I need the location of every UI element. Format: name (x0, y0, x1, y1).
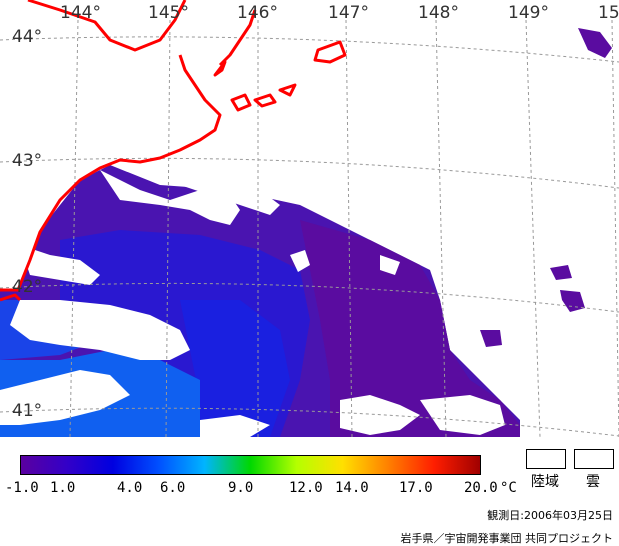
lon-label-149: 149° (508, 3, 549, 23)
lat-label-41: 41° (12, 401, 42, 421)
cloud-legend-swatch (574, 449, 614, 469)
land-legend-label: 陸域 (531, 474, 559, 490)
sea-purple-east (300, 220, 520, 437)
colorbar-tick: 14.0 (335, 480, 369, 496)
colorbar-tick: 4.0 (117, 480, 143, 496)
credit-line: 岩手県／宇宙開発事業団 共同プロジェクト (400, 532, 614, 545)
colorbar-unit: °C (500, 480, 517, 496)
colorbar-tick: 6.0 (160, 480, 186, 496)
lon-label-145: 145° (148, 3, 189, 23)
sst-field (0, 165, 520, 437)
lon-label-148: 148° (418, 3, 459, 23)
cloud-legend-label: 雲 (586, 474, 600, 490)
cloud-cover (0, 170, 505, 437)
land-legend-swatch (526, 449, 566, 469)
lon-label-150: 15 (598, 3, 619, 23)
lat-label-43: 43° (12, 151, 42, 171)
lat-label-42: 42° (12, 277, 42, 297)
colorbar-tick: 1.0 (50, 480, 76, 496)
lon-label-147: 147° (328, 3, 369, 23)
temperature-colorbar (20, 455, 481, 475)
lon-label-144: 144° (60, 3, 101, 23)
sea-blue-center (180, 300, 290, 437)
lat-label-44: 44° (12, 27, 42, 47)
observation-date: 観測日:2006年03月25日 (487, 509, 613, 522)
colorbar-tick: 20.0 (464, 480, 498, 496)
sea-patches-east (480, 28, 612, 347)
sea-surface-temperature-map: 144° 145° 146° 147° 148° 149° 15 44° 43°… (0, 0, 619, 438)
coastline (0, 0, 347, 302)
colorbar-tick: -1.0 (5, 480, 39, 496)
colorbar-tick: 9.0 (228, 480, 254, 496)
lon-label-146: 146° (237, 3, 278, 23)
graticule (0, 19, 619, 438)
colorbar-tick: 17.0 (399, 480, 433, 496)
colorbar-tick: 12.0 (289, 480, 323, 496)
